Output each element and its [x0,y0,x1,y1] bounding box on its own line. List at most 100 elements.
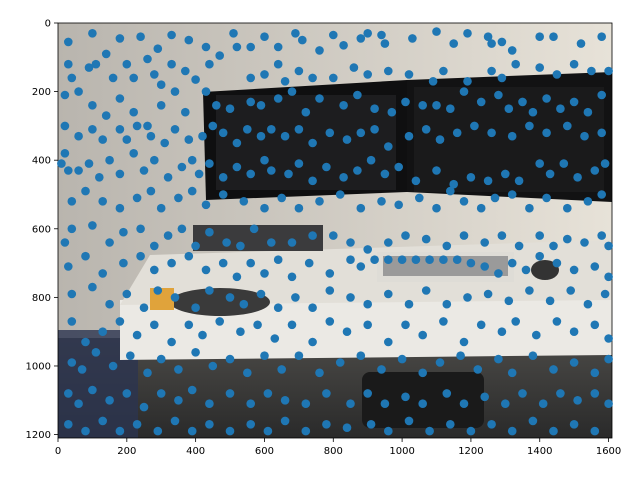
data-point [401,320,410,330]
data-point [273,94,283,103]
data-point [294,203,304,213]
data-point [590,320,600,330]
data-point [466,258,476,268]
data-point [273,59,283,69]
data-point [439,66,448,76]
data-point [291,293,300,302]
data-point [88,282,97,292]
data-point [167,258,176,268]
data-point [452,128,462,138]
data-point [459,231,469,240]
data-point [150,265,159,275]
data-point [308,337,317,347]
data-point [504,296,514,306]
data-point [418,330,428,340]
data-point [146,186,156,196]
data-point [98,269,107,278]
data-point [518,389,527,398]
data-point [64,166,73,175]
data-point [143,368,152,378]
data-point [404,131,414,141]
data-point [277,193,287,203]
data-point [81,337,90,347]
data-point [236,327,245,337]
data-point [449,179,459,189]
data-point [122,59,132,69]
data-point [363,299,373,309]
data-point [377,197,386,206]
data-point [243,368,252,378]
data-point [394,162,404,172]
data-point [439,255,448,264]
data-point [115,125,125,134]
data-point [205,159,214,168]
x-tick-label: 1000 [389,446,414,457]
data-point [122,389,132,398]
data-point [494,354,503,364]
data-point [415,193,424,203]
data-point [446,420,455,429]
data-point [273,42,283,52]
data-point [535,251,544,261]
data-point [483,176,493,186]
data-point [81,186,90,196]
data-point [143,121,152,131]
data-point [507,131,517,141]
data-point [604,354,613,364]
data-point [497,327,507,337]
data-point [377,365,386,374]
data-point [380,169,390,179]
data-point [308,138,317,148]
data-point [569,265,579,275]
data-point [167,59,176,69]
data-point [187,186,197,196]
data-point [411,176,421,186]
data-point [432,101,441,110]
data-point [480,392,490,402]
data-point [150,155,159,165]
data-point [263,389,273,398]
data-point [325,128,335,138]
data-point [525,203,534,213]
data-point [590,389,600,398]
data-point [404,70,414,79]
data-point [497,73,507,83]
x-tick-label: 1600 [596,446,621,457]
data-point [549,241,558,251]
data-point [167,337,176,347]
data-point [421,286,431,295]
data-point [573,396,582,405]
data-point [418,399,428,409]
data-point [139,303,149,313]
data-point [384,289,393,299]
data-point [480,262,490,271]
data-point [115,169,125,179]
data-point [232,162,242,172]
data-point [60,90,70,100]
data-point [294,159,304,168]
data-point [215,317,224,326]
data-point [528,107,538,117]
data-point [507,426,517,436]
data-point [525,121,534,131]
data-point [64,262,73,271]
data-point [267,166,276,175]
data-point [177,224,187,234]
data-point [267,125,276,134]
data-point [139,166,149,175]
data-point [177,162,187,172]
data-point [126,351,135,361]
data-point [294,351,304,361]
data-point [301,399,311,409]
data-point [294,125,304,134]
data-point [356,203,366,213]
data-point [181,107,190,117]
data-point [542,193,551,203]
data-point [143,54,152,64]
data-point [432,27,441,36]
data-point [446,186,455,196]
data-point [132,420,142,429]
data-point [187,426,197,436]
data-point [356,351,366,361]
